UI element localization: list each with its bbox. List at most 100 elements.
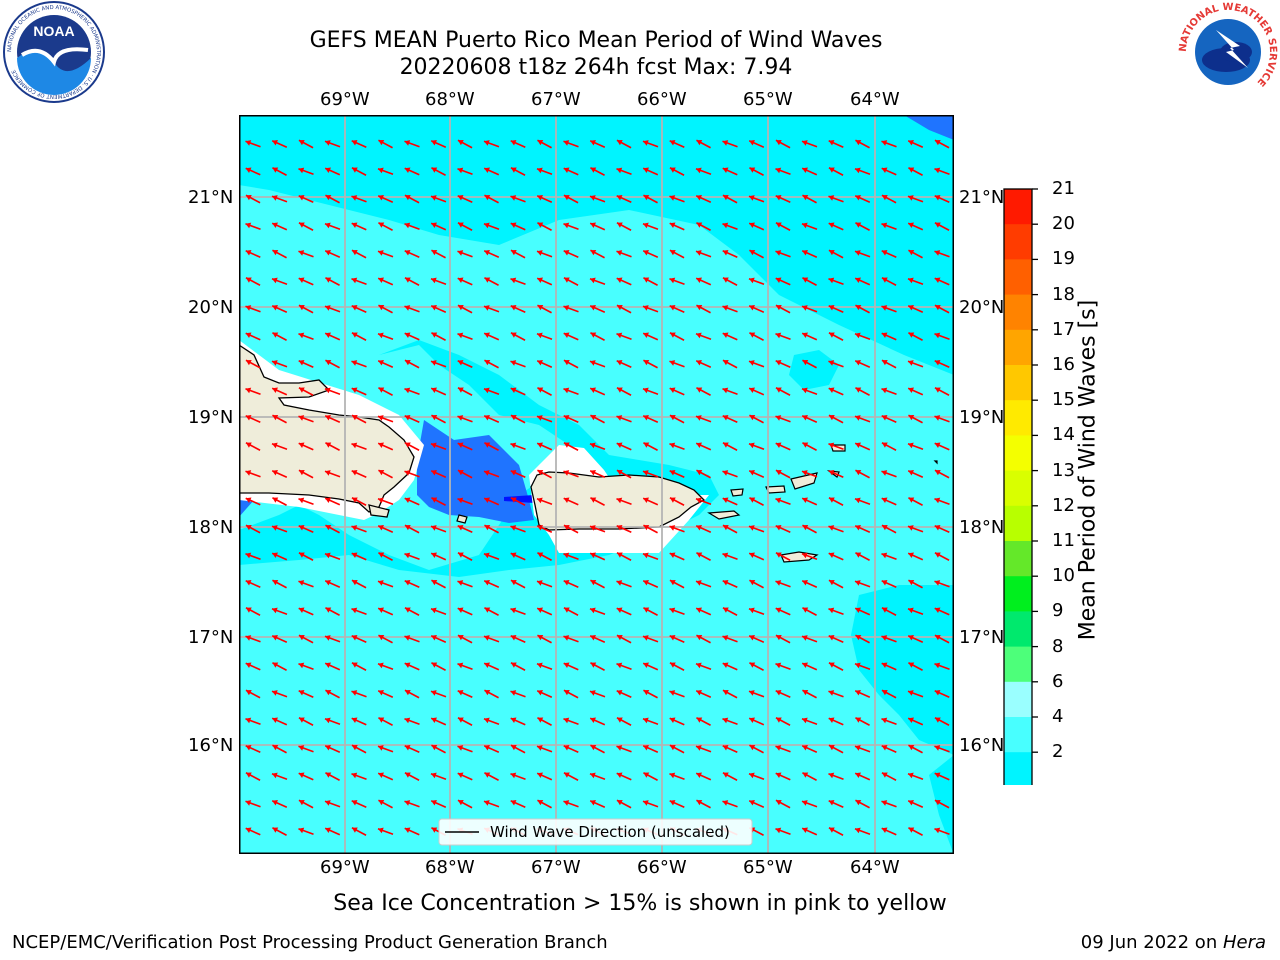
wave-direction-arrow — [404, 607, 420, 616]
wave-direction-arrow — [245, 387, 261, 395]
wave-direction-arrow — [801, 827, 818, 836]
wave-direction-arrow — [537, 717, 552, 726]
wave-direction-arrow — [854, 332, 871, 340]
wave-direction-arrow — [589, 222, 606, 231]
wave-direction-arrow — [563, 745, 579, 753]
wave-direction-arrow — [669, 579, 685, 589]
wave-direction-arrow — [695, 662, 712, 670]
wave-direction-arrow — [748, 525, 765, 533]
wave-direction-arrow — [537, 634, 552, 644]
wave-direction-arrow — [669, 167, 685, 176]
wave-direction-arrow — [854, 250, 871, 258]
wave-direction-arrow — [828, 249, 844, 259]
wave-direction-arrow — [828, 579, 844, 589]
wave-direction-arrow — [616, 195, 632, 203]
wave-direction-arrow — [828, 442, 844, 450]
wave-direction-arrow — [855, 552, 870, 561]
wave-direction-arrow — [907, 552, 924, 561]
wave-direction-arrow — [801, 415, 818, 423]
wave-direction-arrow — [695, 250, 712, 258]
wave-direction-arrow — [589, 387, 606, 396]
wave-direction-arrow — [430, 470, 447, 478]
wave-direction-arrow — [934, 607, 950, 616]
wave-direction-arrow — [908, 497, 923, 506]
wave-direction-arrow — [801, 250, 818, 258]
wave-direction-arrow — [245, 552, 261, 560]
wave-direction-arrow — [801, 332, 818, 341]
wave-direction-arrow — [695, 167, 712, 175]
wave-direction-arrow — [536, 772, 553, 781]
wave-direction-arrow — [457, 195, 473, 203]
wave-direction-arrow — [484, 772, 499, 781]
wave-direction-arrow — [589, 140, 606, 148]
wave-direction-arrow — [934, 552, 950, 561]
wave-direction-arrow — [828, 414, 844, 424]
wave-direction-arrow — [298, 469, 314, 479]
colorbar-cell — [1004, 576, 1032, 612]
wave-direction-arrow — [934, 387, 950, 396]
wave-direction-arrow — [324, 497, 341, 506]
wave-direction-arrow — [669, 222, 685, 231]
wave-direction-arrow — [563, 470, 579, 478]
wave-direction-arrow — [298, 304, 314, 314]
wave-direction-arrow — [457, 772, 473, 781]
wave-direction-arrow — [669, 470, 685, 478]
wave-direction-arrow — [722, 607, 738, 616]
wave-direction-arrow — [351, 690, 367, 698]
wave-direction-arrow — [377, 360, 394, 368]
wave-direction-arrow — [563, 194, 579, 204]
wave-direction-arrow — [377, 415, 394, 423]
wave-direction-arrow — [669, 690, 685, 698]
wave-direction-arrow — [589, 305, 606, 313]
wave-direction-arrow — [457, 525, 473, 533]
wave-direction-arrow — [801, 470, 818, 478]
wave-direction-arrow — [748, 305, 765, 313]
wave-direction-arrow — [642, 635, 659, 643]
wave-direction-arrow — [457, 360, 473, 368]
wave-direction-arrow — [484, 442, 499, 451]
wave-direction-arrow — [404, 387, 420, 395]
wave-direction-arrow — [271, 525, 288, 533]
wave-direction-arrow — [934, 332, 950, 340]
colorbar-label: 12 — [1052, 494, 1075, 516]
wave-direction-arrow — [828, 167, 844, 176]
wave-direction-arrow — [722, 387, 738, 395]
wave-direction-arrow — [855, 304, 870, 314]
wave-direction-arrow — [483, 800, 500, 808]
wave-direction-arrow — [563, 222, 579, 230]
wave-direction-arrow — [298, 415, 314, 423]
wave-direction-arrow — [775, 634, 791, 644]
wave-direction-arrow — [563, 662, 579, 671]
colorbar-label: 6 — [1052, 670, 1064, 692]
wave-direction-arrow — [748, 635, 765, 643]
wave-direction-arrow — [272, 744, 287, 754]
wave-direction-arrow — [855, 469, 870, 479]
wave-direction-arrow — [484, 194, 499, 204]
wave-direction-arrow — [431, 662, 446, 671]
wave-direction-arrow — [431, 579, 446, 589]
wave-direction-arrow — [748, 140, 765, 148]
wave-direction-arrow — [245, 222, 261, 230]
colorbar-label: 17 — [1052, 318, 1075, 340]
wave-direction-arrow — [854, 195, 871, 203]
wave-direction-arrow — [404, 689, 420, 699]
wave-direction-arrow — [801, 305, 818, 313]
wave-direction-arrow — [245, 580, 261, 588]
wave-direction-arrow — [377, 607, 394, 616]
wave-direction-arrow — [775, 415, 791, 423]
wave-direction-arrow — [377, 167, 394, 175]
wave-direction-arrow — [245, 442, 261, 451]
wave-direction-arrow — [828, 140, 844, 148]
wave-direction-arrow — [483, 250, 500, 258]
wave-direction-arrow — [351, 607, 367, 615]
nws-logo: NATIONAL WEATHER SERVICE — [1178, 2, 1278, 102]
wave-direction-arrow — [801, 745, 818, 753]
wave-direction-arrow — [589, 525, 606, 533]
wave-period-field-min — [504, 495, 534, 503]
wave-direction-arrow — [404, 167, 420, 176]
wave-direction-arrow — [643, 442, 658, 451]
wave-direction-arrow — [669, 442, 685, 450]
wave-direction-arrow — [536, 277, 553, 286]
graticule — [239, 115, 954, 854]
wave-direction-arrow — [854, 525, 871, 533]
